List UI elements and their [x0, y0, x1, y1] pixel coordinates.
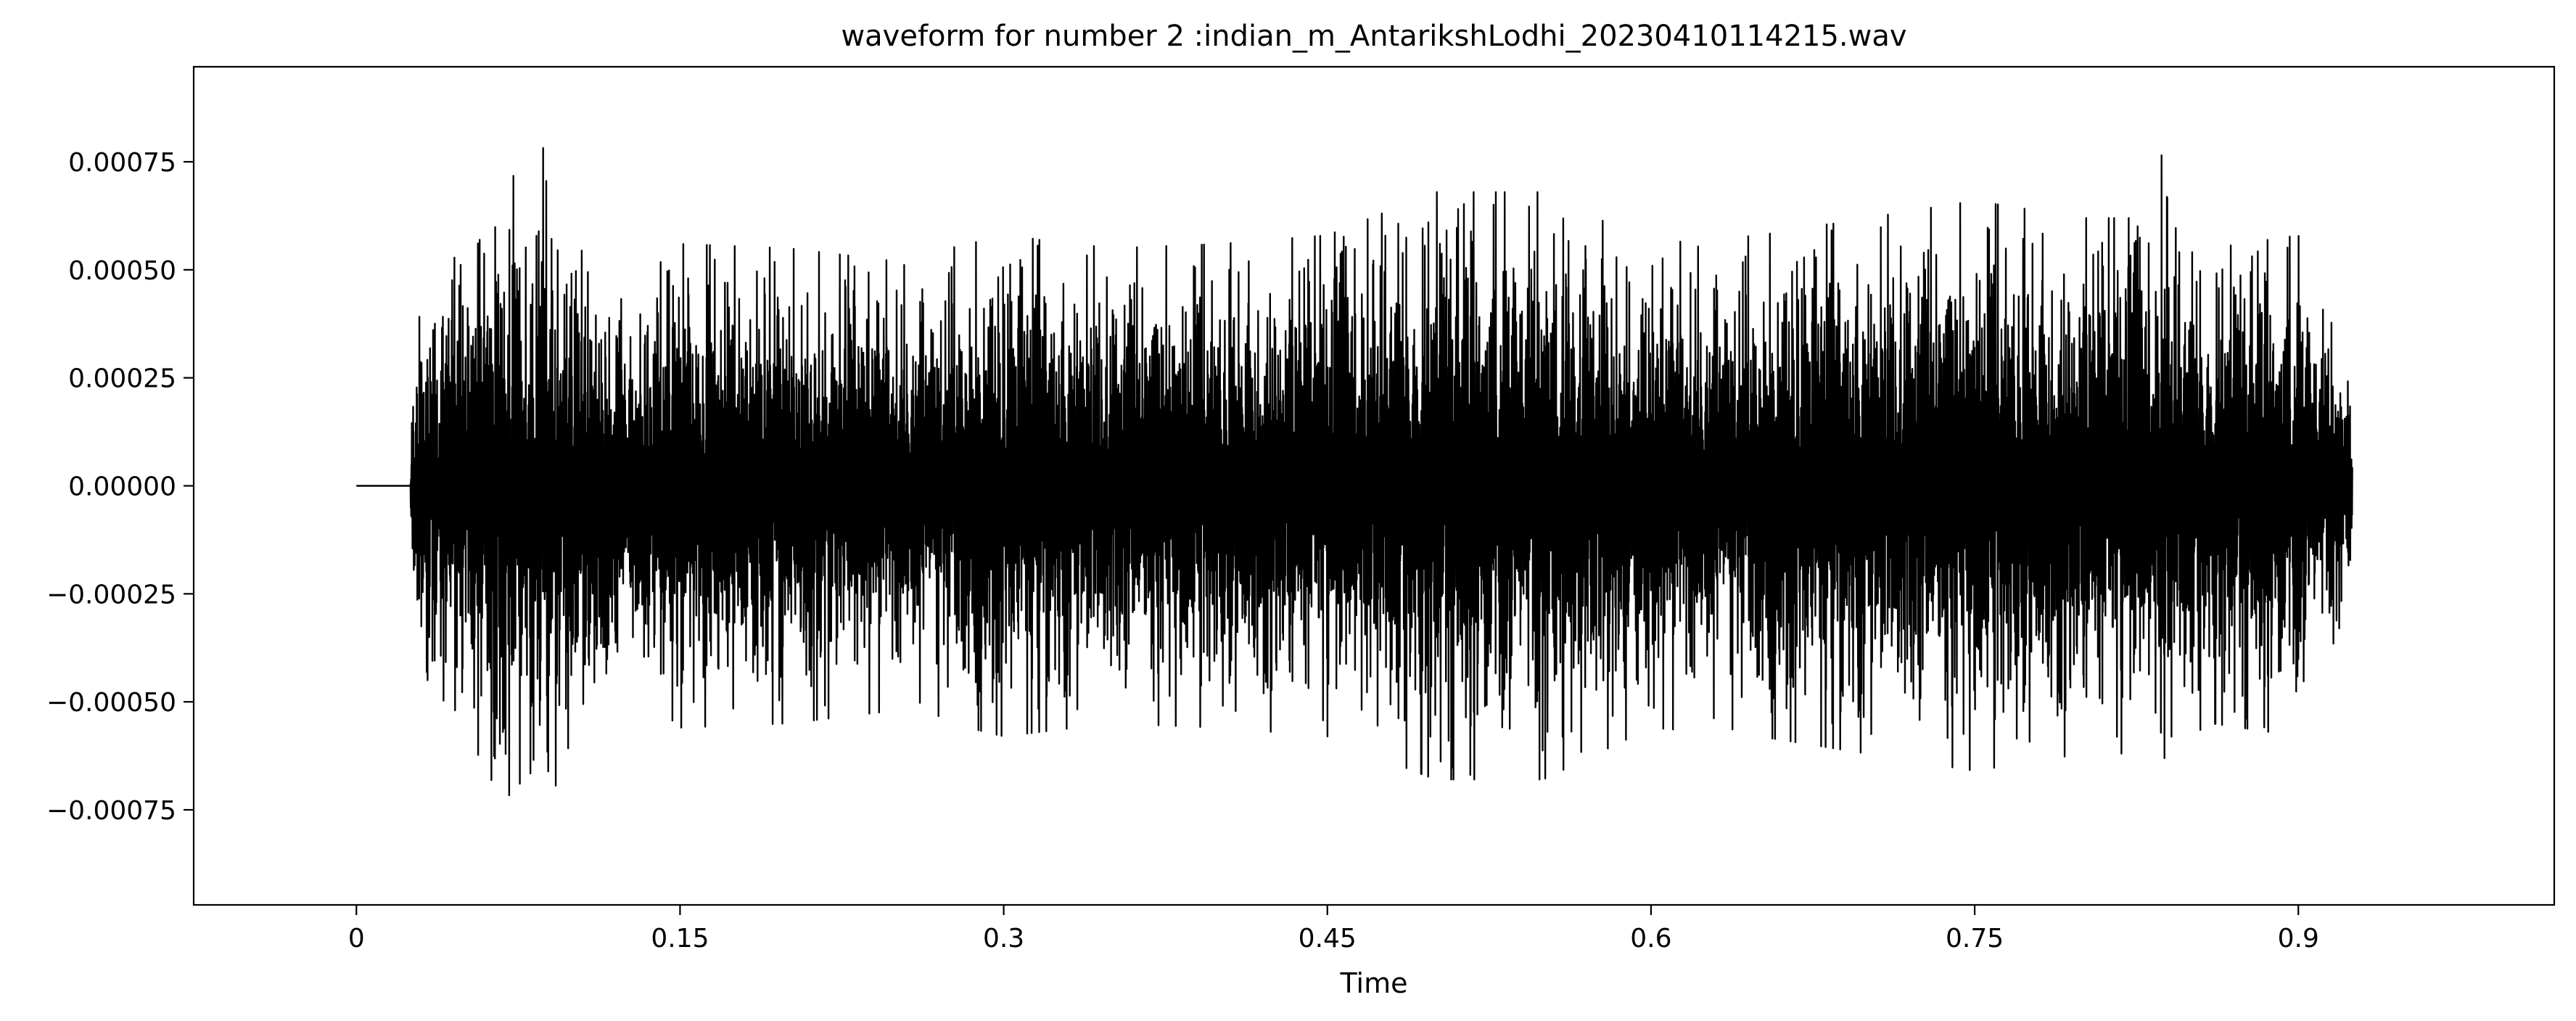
x-tick-label: 0.45 — [1299, 924, 1357, 954]
x-tick-label: 0 — [348, 924, 365, 954]
x-tick-label: 0.9 — [2278, 924, 2319, 954]
y-tick-label: 0.00025 — [68, 364, 176, 394]
y-tick-label: 0.00000 — [68, 472, 176, 502]
y-tick-label: −0.00050 — [46, 688, 176, 718]
x-tick-label: 0.75 — [1946, 924, 2004, 954]
x-tick-label: 0.6 — [1630, 924, 1671, 954]
y-tick-label: −0.00075 — [46, 796, 176, 826]
chart-title: waveform for number 2 :indian_m_Antariks… — [841, 20, 1906, 53]
x-axis-label: Time — [1340, 967, 1408, 999]
waveform-series — [355, 147, 2353, 797]
x-tick-label: 0.15 — [651, 924, 709, 954]
x-axis: 0 0.15 0.3 0.45 0.6 0.75 0.9 — [348, 905, 2319, 954]
waveform-line — [355, 147, 2353, 797]
y-tick-label: 0.00075 — [68, 148, 176, 178]
y-tick-label: 0.00050 — [68, 256, 176, 286]
y-tick-label: −0.00025 — [46, 580, 176, 610]
y-axis: 0.00075 0.00050 0.00025 0.00000 −0.00025 −0.0… — [46, 148, 194, 826]
x-tick-label: 0.3 — [983, 924, 1024, 954]
